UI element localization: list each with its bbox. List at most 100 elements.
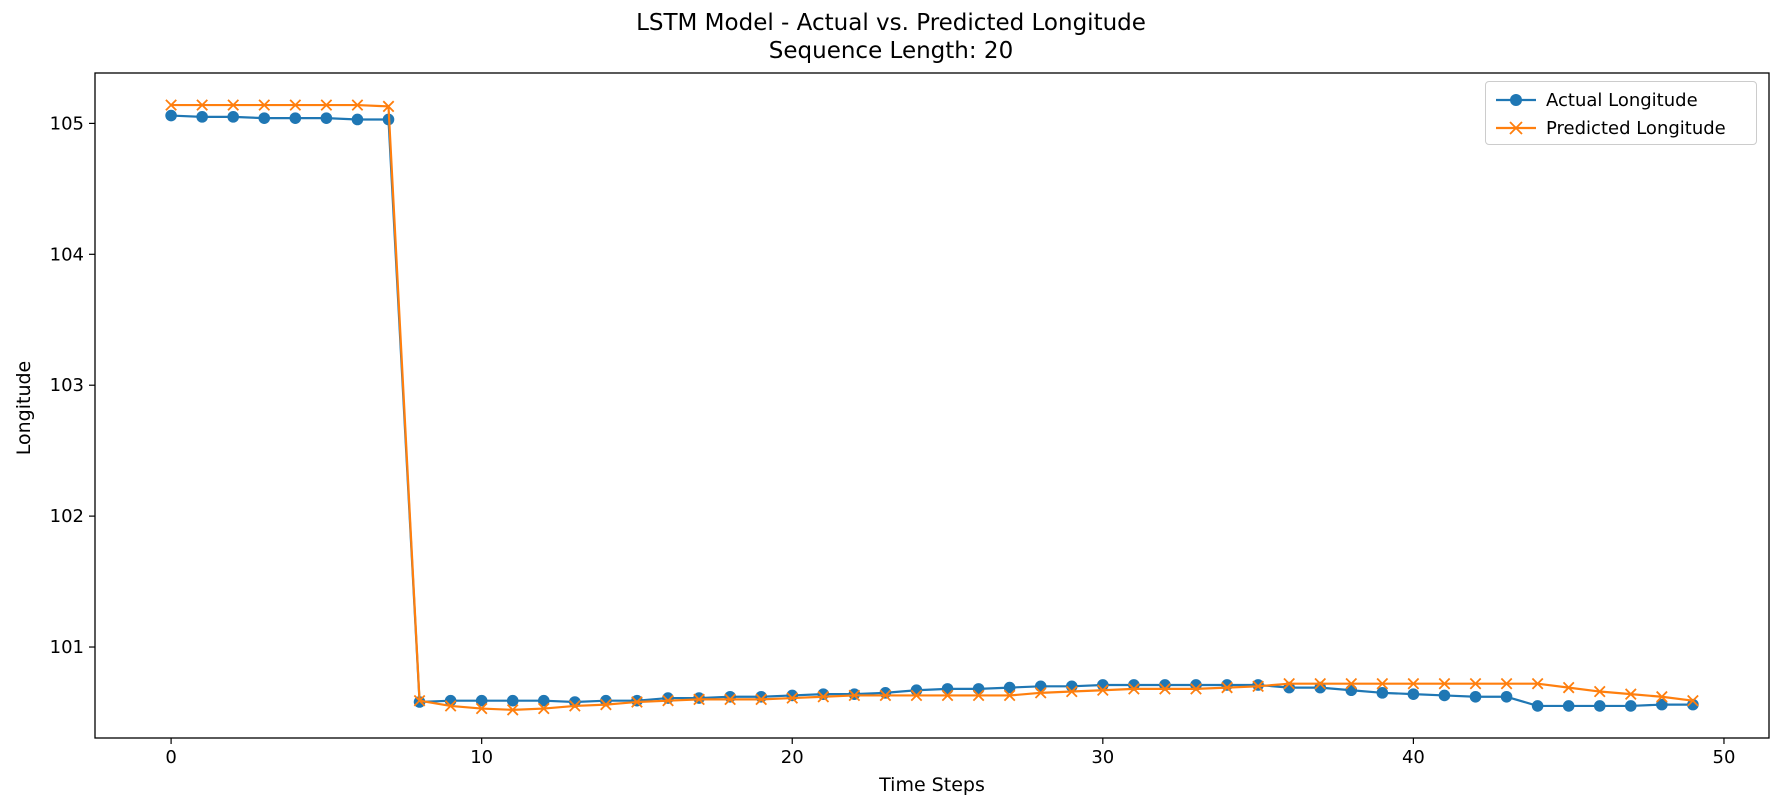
- series-line-actual: [171, 114, 1693, 708]
- data-point-predicted: [1190, 683, 1202, 695]
- x-tick-label: 20: [781, 747, 804, 768]
- data-point-predicted: [1221, 681, 1233, 694]
- data-point-actual: [1624, 700, 1637, 712]
- data-point-actual: [258, 112, 271, 124]
- legend-swatch-actual: [1496, 94, 1536, 106]
- data-point-actual: [1407, 688, 1420, 700]
- data-point-actual: [165, 109, 177, 122]
- data-point-predicted: [1438, 677, 1451, 690]
- y-tick-label: 102: [50, 506, 84, 527]
- data-point-actual: [227, 111, 240, 123]
- series-predicted: [165, 99, 1699, 716]
- data-point-predicted: [1314, 677, 1327, 690]
- data-point-predicted: [351, 99, 364, 111]
- data-point-predicted: [1003, 689, 1016, 702]
- chart-subtitle: Sequence Length: 20: [768, 38, 1014, 64]
- x-tick-label: 10: [470, 747, 493, 768]
- data-point-actual: [1562, 700, 1575, 712]
- data-point-actual: [724, 690, 736, 703]
- data-point-predicted: [1096, 684, 1109, 697]
- data-point-actual: [320, 112, 333, 124]
- data-point-predicted: [1407, 677, 1420, 690]
- data-point-predicted: [382, 100, 395, 113]
- data-point-actual: [1531, 700, 1544, 712]
- chart-title: LSTM Model - Actual vs. Predicted Longit…: [636, 10, 1146, 36]
- series-actual: [165, 109, 1699, 712]
- data-point-predicted: [910, 689, 923, 702]
- data-point-actual: [972, 683, 985, 695]
- data-point-actual: [755, 690, 767, 703]
- data-point-predicted: [879, 689, 892, 702]
- data-point-actual: [1345, 684, 1358, 697]
- data-point-predicted: [475, 702, 488, 715]
- data-point-predicted: [693, 693, 705, 706]
- data-point-predicted: [569, 700, 581, 712]
- y-tick-label: 104: [50, 244, 84, 265]
- data-point-predicted: [1128, 683, 1140, 695]
- data-point-predicted: [1345, 677, 1358, 690]
- data-point-actual: [196, 111, 208, 123]
- x-tick-label: 50: [1713, 747, 1736, 768]
- legend-item-actual: Actual Longitude: [1496, 86, 1698, 114]
- data-point-predicted: [755, 693, 768, 706]
- data-point-predicted: [1159, 683, 1171, 695]
- data-point-actual: [1656, 698, 1668, 711]
- data-point-predicted: [1593, 685, 1606, 698]
- data-point-predicted: [1656, 690, 1668, 703]
- series-line-predicted: [171, 103, 1694, 711]
- data-point-predicted: [817, 690, 830, 703]
- data-point-actual: [848, 688, 861, 700]
- data-point-actual: [879, 687, 892, 699]
- legend: Actual Longitude Predicted Longitude: [1485, 81, 1757, 145]
- data-point-actual: [1593, 700, 1606, 712]
- data-point-predicted: [1034, 687, 1047, 699]
- data-point-predicted: [320, 99, 333, 111]
- data-point-actual: [1500, 690, 1513, 703]
- data-point-predicted: [506, 704, 519, 716]
- y-tick-label: 103: [50, 375, 84, 396]
- data-point-predicted: [196, 99, 208, 111]
- data-point-actual: [941, 683, 954, 695]
- data-point-actual: [537, 694, 550, 707]
- legend-label-actual: Actual Longitude: [1546, 89, 1698, 111]
- data-point-actual: [693, 692, 705, 704]
- data-point-actual: [351, 113, 364, 126]
- legend-label-predicted: Predicted Longitude: [1546, 117, 1726, 139]
- data-point-predicted: [1562, 681, 1575, 694]
- plot-series: [165, 99, 1699, 716]
- data-point-actual: [413, 696, 426, 708]
- data-point-actual: [1376, 687, 1389, 699]
- data-point-predicted: [786, 692, 799, 704]
- y-axis-label: Longitude: [13, 360, 35, 456]
- data-point-actual: [1252, 679, 1264, 691]
- data-point-predicted: [1283, 677, 1295, 690]
- data-point-actual: [506, 694, 519, 707]
- data-point-actual: [1034, 680, 1047, 693]
- data-point-predicted: [972, 689, 985, 702]
- data-point-predicted: [537, 702, 550, 715]
- legend-item-predicted: Predicted Longitude: [1496, 114, 1726, 142]
- data-point-predicted: [258, 99, 271, 111]
- data-point-actual: [1221, 679, 1233, 691]
- x-axis-label: Time Steps: [879, 774, 985, 796]
- data-point-actual: [1438, 689, 1451, 702]
- data-point-predicted: [662, 694, 674, 707]
- data-point-predicted: [1500, 677, 1513, 690]
- legend-swatch-predicted: [1496, 121, 1536, 135]
- data-point-predicted: [1469, 677, 1482, 690]
- data-point-predicted: [1252, 680, 1264, 693]
- data-point-predicted: [1624, 688, 1637, 700]
- data-point-predicted: [1687, 694, 1699, 707]
- plot-frame: [94, 72, 1770, 739]
- data-point-predicted: [165, 99, 177, 111]
- data-point-actual: [662, 692, 674, 704]
- data-point-predicted: [600, 698, 612, 711]
- data-point-actual: [1687, 698, 1699, 711]
- data-point-predicted: [631, 696, 643, 708]
- data-point-predicted: [1065, 685, 1078, 698]
- data-point-predicted: [724, 693, 736, 706]
- data-point-predicted: [848, 689, 861, 702]
- data-point-predicted: [941, 689, 954, 702]
- data-point-predicted: [413, 694, 426, 707]
- y-tick-label: 101: [50, 637, 84, 658]
